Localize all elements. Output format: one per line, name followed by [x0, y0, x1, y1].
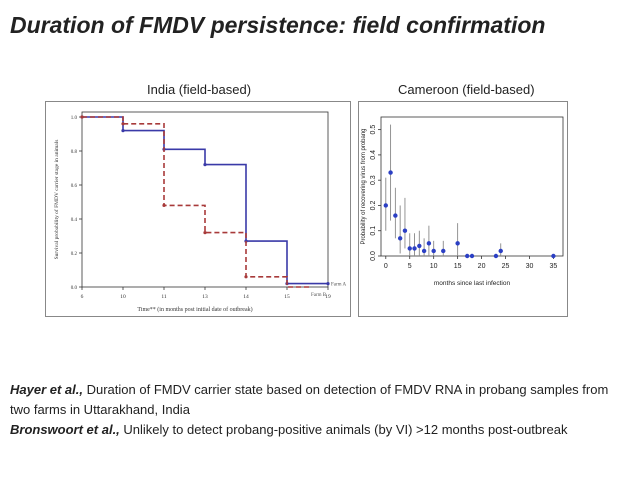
- cameroon-panel-label: Cameroon (field-based): [398, 82, 535, 97]
- x-tick-label: 13: [202, 294, 208, 300]
- plot-frame: [380, 116, 564, 257]
- series-marker: [121, 122, 125, 126]
- x-tick-label: 10: [430, 263, 438, 270]
- data-point: [393, 213, 398, 218]
- series-marker: [326, 282, 330, 286]
- x-tick-label: 11: [161, 294, 167, 300]
- x-tick-label: 5: [408, 263, 412, 270]
- x-tick-label: 6: [81, 294, 84, 300]
- y-tick-label: 0.2: [370, 200, 377, 210]
- y-tick-label: 0.4: [71, 218, 78, 223]
- x-tick-label: 14: [243, 294, 249, 300]
- cameroon-chart-svg: 0.0 0.1 0.2 0.3 0.4 0.5 0 5 10 15 20 25 30 35 months s…: [361, 116, 564, 287]
- data-point: [388, 170, 393, 175]
- y-axis-label: Survival probability of FMDV carrier sta…: [53, 140, 60, 260]
- data-point: [426, 241, 432, 246]
- footnote-text: Unlikely to detect probang-positive anim…: [119, 422, 568, 437]
- x-tick-label: 30: [526, 263, 534, 270]
- footnote-hayer: Hayer et al., Duration of FMDV carrier s…: [10, 380, 610, 420]
- x-tick-label: 20: [478, 263, 486, 270]
- series-marker: [162, 203, 166, 207]
- series-label: Farm B: [311, 293, 327, 298]
- data-point: [455, 241, 460, 246]
- y-tick-label: 0.2: [71, 252, 78, 257]
- india-panel-label: India (field-based): [147, 82, 252, 97]
- footnote-text: Duration of FMDV carrier state based on …: [10, 382, 609, 417]
- y-tick-label: 0.0: [71, 286, 78, 291]
- series-label: Farm A: [331, 283, 347, 288]
- x-tick-label: 0: [384, 263, 388, 270]
- data-point: [441, 248, 446, 254]
- footnote-bronsvoort: Bronswoort et al., Unlikely to detect pr…: [10, 420, 610, 440]
- y-tick-label: 0.3: [370, 175, 377, 185]
- x-axis-label: Time** (in months post initial date of o…: [137, 306, 252, 313]
- x-tick-label: 19: [325, 294, 331, 300]
- x-tick-label: 15: [284, 294, 290, 300]
- x-tick-label: 15: [454, 263, 462, 270]
- data-point: [421, 248, 427, 254]
- series-marker: [203, 231, 207, 235]
- x-tick-label: 25: [502, 263, 510, 270]
- y-tick-label: 0.6: [71, 184, 78, 189]
- data-point: [397, 236, 403, 241]
- data-point: [407, 246, 412, 251]
- data-point: [417, 243, 422, 249]
- footnote-author: Hayer et al.,: [10, 382, 83, 397]
- plot-frame: [81, 111, 329, 288]
- x-tick-label: 10: [120, 294, 126, 300]
- series-line: [82, 116, 328, 285]
- data-point: [431, 248, 436, 254]
- data-point: [465, 253, 470, 259]
- footnote-author: Bronswoort et al.,: [10, 422, 120, 437]
- y-tick-label: 0.5: [370, 125, 377, 135]
- cameroon-probability-chart: 0.0 0.1 0.2 0.3 0.4 0.5 0 5 10 15 20 25 30 35 months s…: [358, 101, 568, 317]
- y-axis-label: Probability of recovering virus from pro…: [361, 128, 367, 244]
- y-tick-label: 0.0: [370, 251, 377, 261]
- series-marker: [244, 275, 248, 279]
- series-line: [82, 116, 309, 288]
- data-point: [412, 246, 417, 251]
- x-axis-label: months since last infection: [434, 280, 511, 287]
- series-marker: [203, 163, 207, 167]
- data-point: [402, 228, 408, 233]
- series-marker: [121, 129, 125, 133]
- data-point: [498, 248, 503, 254]
- data-point: [551, 253, 556, 259]
- data-point: [383, 203, 388, 208]
- x-tick-label: 35: [550, 263, 558, 270]
- india-chart-svg: 0.0 0.2 0.4 0.6 0.8 1.0 6 10 11 13 14 15 19 Time** (i…: [53, 111, 347, 313]
- y-tick-label: 1.0: [71, 116, 78, 121]
- y-tick-label: 0.4: [370, 150, 377, 160]
- footnotes: Hayer et al., Duration of FMDV carrier s…: [10, 380, 610, 440]
- slide-title: Duration of FMDV persistence: field conf…: [10, 12, 546, 38]
- india-survival-chart: 0.0 0.2 0.4 0.6 0.8 1.0 6 10 11 13 14 15 19 Time** (i…: [45, 101, 351, 317]
- data-point: [493, 253, 499, 259]
- data-point: [469, 253, 475, 259]
- y-tick-label: 0.8: [71, 150, 78, 155]
- y-tick-label: 0.1: [370, 226, 377, 236]
- series-marker: [80, 115, 84, 119]
